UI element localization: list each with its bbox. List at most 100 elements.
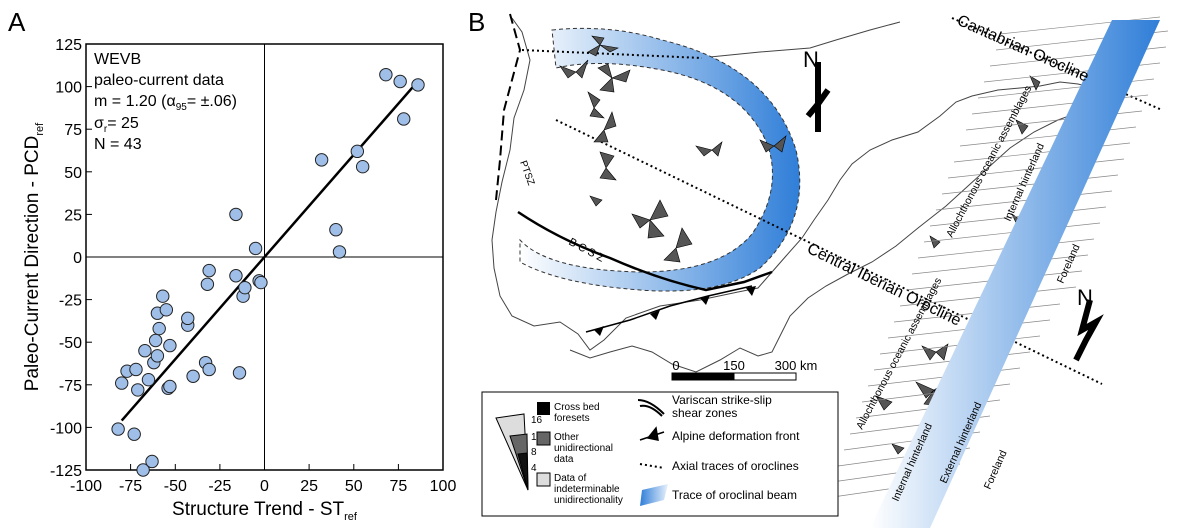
x-tick-label: 25	[300, 478, 318, 495]
y-tick: -125	[50, 463, 92, 480]
y-tick-label: 75	[64, 122, 82, 139]
x-tick: 25	[300, 464, 318, 495]
data-point	[138, 344, 152, 358]
label-foreland-lower: Foreland	[982, 448, 1010, 491]
stats-sigma: σr= 25	[94, 115, 139, 135]
panel-a-letter: A	[8, 7, 26, 37]
alpine-front-teeth	[594, 286, 756, 336]
data-point	[200, 277, 215, 291]
shear-zone-ptsz	[495, 13, 522, 201]
y-tick: 75	[64, 122, 92, 139]
y-tick-label: -125	[50, 463, 82, 480]
x-tick: -50	[164, 464, 187, 495]
north-label-map: N	[803, 47, 819, 72]
data-point	[232, 366, 247, 380]
y-tick: 0	[73, 250, 92, 267]
rose-tick-4: 4	[531, 463, 537, 474]
scale-label-300: 300 km	[775, 358, 818, 373]
data-point	[202, 362, 216, 377]
x-tick-label: 0	[260, 478, 269, 495]
alpine-front-line	[585, 285, 753, 333]
x-tick: -25	[208, 464, 232, 495]
label-foreland-upper: Foreland	[1055, 242, 1083, 285]
oroclinal-beam-belt	[870, 20, 1160, 528]
x-axis-title: Structure Trend - STref	[172, 499, 358, 523]
data-point	[111, 422, 125, 436]
regression-line	[120, 78, 421, 422]
data-point	[115, 376, 129, 390]
data-point	[379, 67, 393, 82]
scale-bar: 0 150 300 km	[671, 358, 818, 381]
oroclinal-beam-map	[519, 27, 801, 292]
scale-label-0: 0	[672, 358, 679, 373]
y-tick-label: -50	[59, 335, 82, 352]
data-point	[163, 379, 177, 394]
legend-beam-symbol	[640, 484, 668, 506]
y-tick: 50	[64, 165, 92, 182]
x-ticks: -100 -75 -50 -25 0 25 50 75 100	[70, 464, 456, 495]
y-tick-label: 50	[64, 165, 82, 182]
data-point	[152, 321, 166, 336]
panel-a: A -100 -75 -50 -25 0 25 50 75 100 125 10…	[8, 7, 456, 523]
x-tick-label: 100	[430, 478, 457, 495]
y-tick-label: -25	[59, 293, 82, 310]
data-point	[181, 311, 195, 326]
data-point	[131, 383, 145, 397]
data-point	[156, 289, 170, 303]
legend-alpine-symbol	[639, 426, 665, 441]
y-tick: 100	[55, 80, 92, 97]
label-bcsz: BCSZ	[567, 236, 609, 266]
x-tick: -75	[119, 464, 142, 495]
y-tick-label: -75	[59, 378, 82, 395]
data-point	[136, 463, 150, 477]
x-tick-label: 50	[345, 478, 363, 495]
y-tick: -25	[59, 293, 92, 310]
data-point	[350, 144, 365, 159]
legend-alpine: Alpine deformation front	[672, 429, 800, 443]
data-point	[229, 207, 243, 222]
data-point	[186, 369, 200, 383]
data-point	[145, 454, 159, 469]
north-arrow-map: N	[803, 47, 831, 132]
x-tick-label: -25	[208, 478, 231, 495]
panel-b: B	[468, 7, 1169, 528]
x-tick: 50	[345, 464, 363, 495]
data-point	[163, 338, 177, 353]
data-point	[329, 223, 343, 237]
y-axis-title: Paleo-Current Direction - PCDref	[22, 122, 46, 391]
label-cantabrian-orocline: Cantabrian Orocline	[954, 12, 1091, 85]
shear-zone-bcsz	[517, 210, 773, 292]
data-point	[127, 427, 141, 441]
data-point	[150, 349, 165, 363]
x-tick-label: -75	[119, 478, 142, 495]
north-arrow-belt: N	[1073, 285, 1104, 362]
x-tick-label: -100	[70, 478, 102, 495]
data-point	[332, 245, 347, 259]
stats-dataset: WEVB	[94, 51, 141, 68]
y-tick: -75	[59, 378, 92, 395]
rose-tick-8: 8	[531, 447, 537, 458]
y-ticks: 125 100 75 50 25 0 -25 -50 -75 -100 -125	[50, 37, 92, 480]
y-tick: 25	[64, 207, 92, 224]
y-tick: -100	[50, 420, 92, 437]
iberia-coastline	[491, 17, 1099, 373]
data-point	[254, 275, 268, 290]
data-point	[355, 159, 370, 174]
data-point	[202, 263, 216, 278]
x-tick: 75	[390, 464, 407, 495]
legend-shear-symbol	[637, 399, 665, 417]
y-tick-label: -100	[50, 420, 82, 437]
legend-swatch-other	[536, 431, 551, 446]
x-tick: -100	[70, 464, 102, 495]
legend-axial-symbol	[639, 463, 665, 469]
stats-count: N = 43	[94, 136, 142, 153]
y-tick: 125	[55, 37, 92, 54]
x-tick: 100	[430, 464, 457, 495]
y-tick-label: 100	[55, 80, 82, 97]
scale-label-150: 150	[723, 358, 745, 373]
legend-beam: Trace of oroclinal beam	[672, 488, 797, 502]
rose-tick-16: 16	[531, 415, 543, 426]
stats-slope: m = 1.20 (α95= ±.06)	[94, 93, 237, 113]
stats-block: WEVB paleo-current data m = 1.20 (α95= ±…	[94, 51, 237, 153]
scatter-points	[111, 67, 425, 477]
